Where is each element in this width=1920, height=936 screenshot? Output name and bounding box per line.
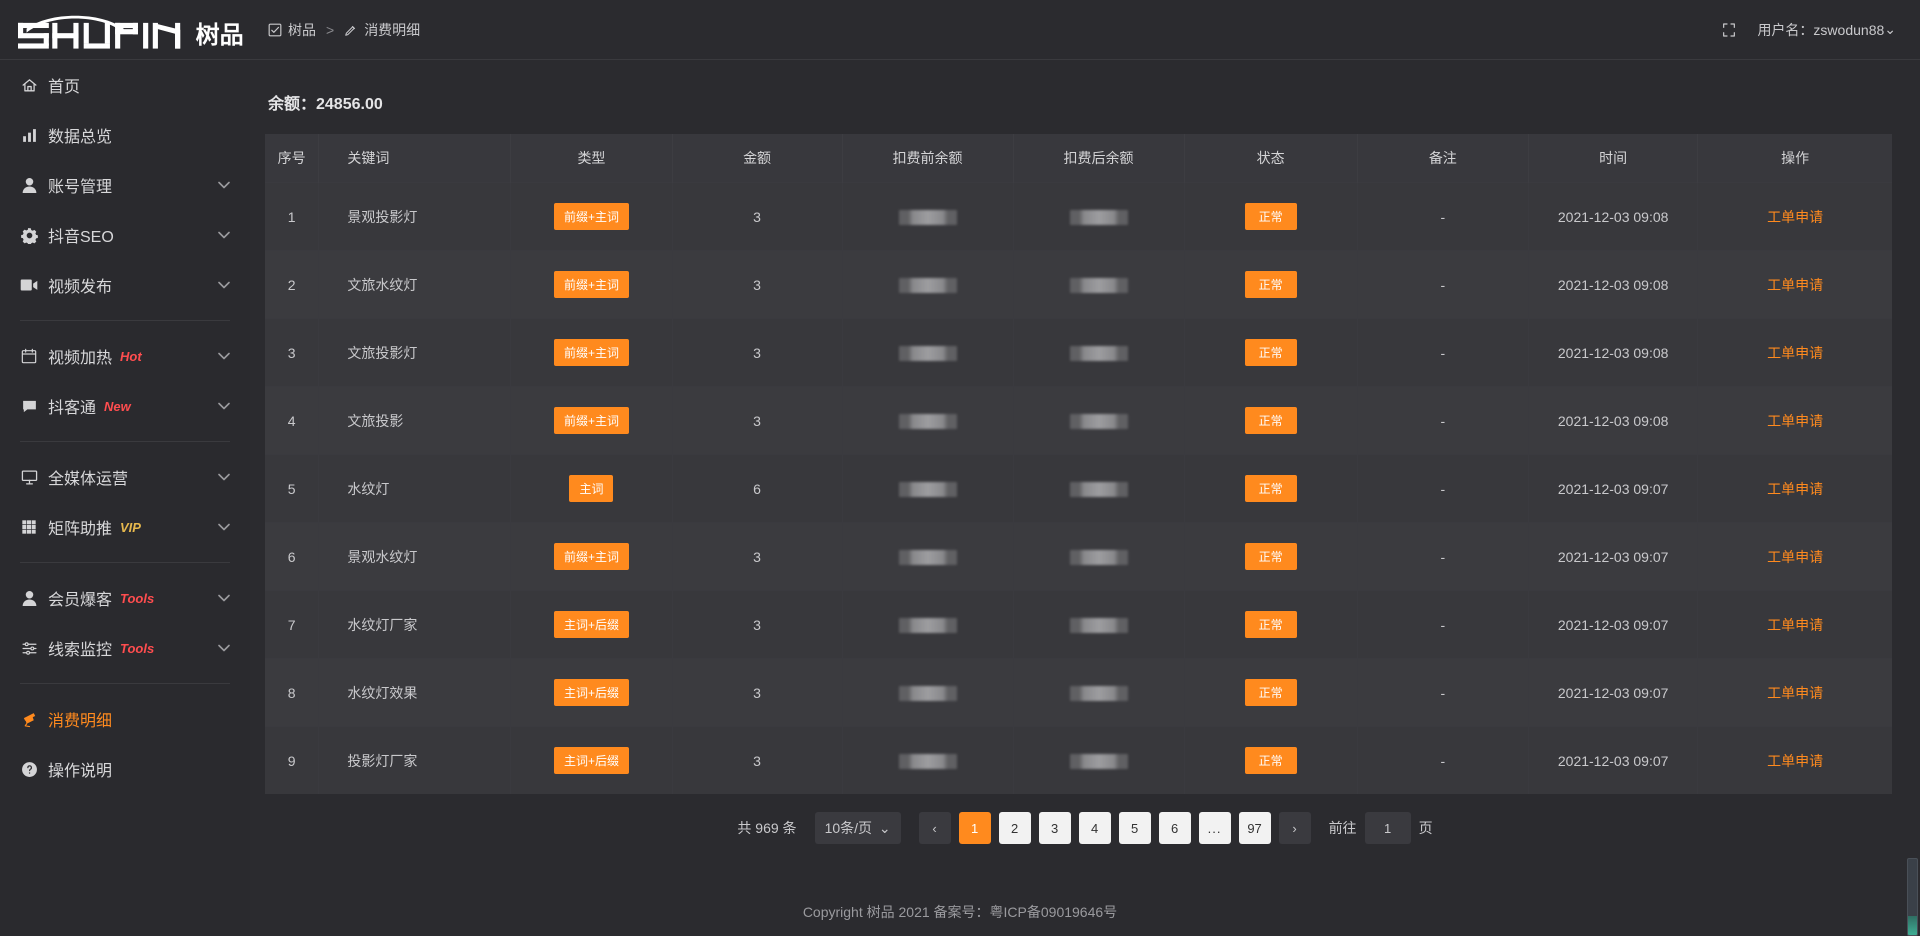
svg-text:树品: 树品: [196, 22, 244, 49]
